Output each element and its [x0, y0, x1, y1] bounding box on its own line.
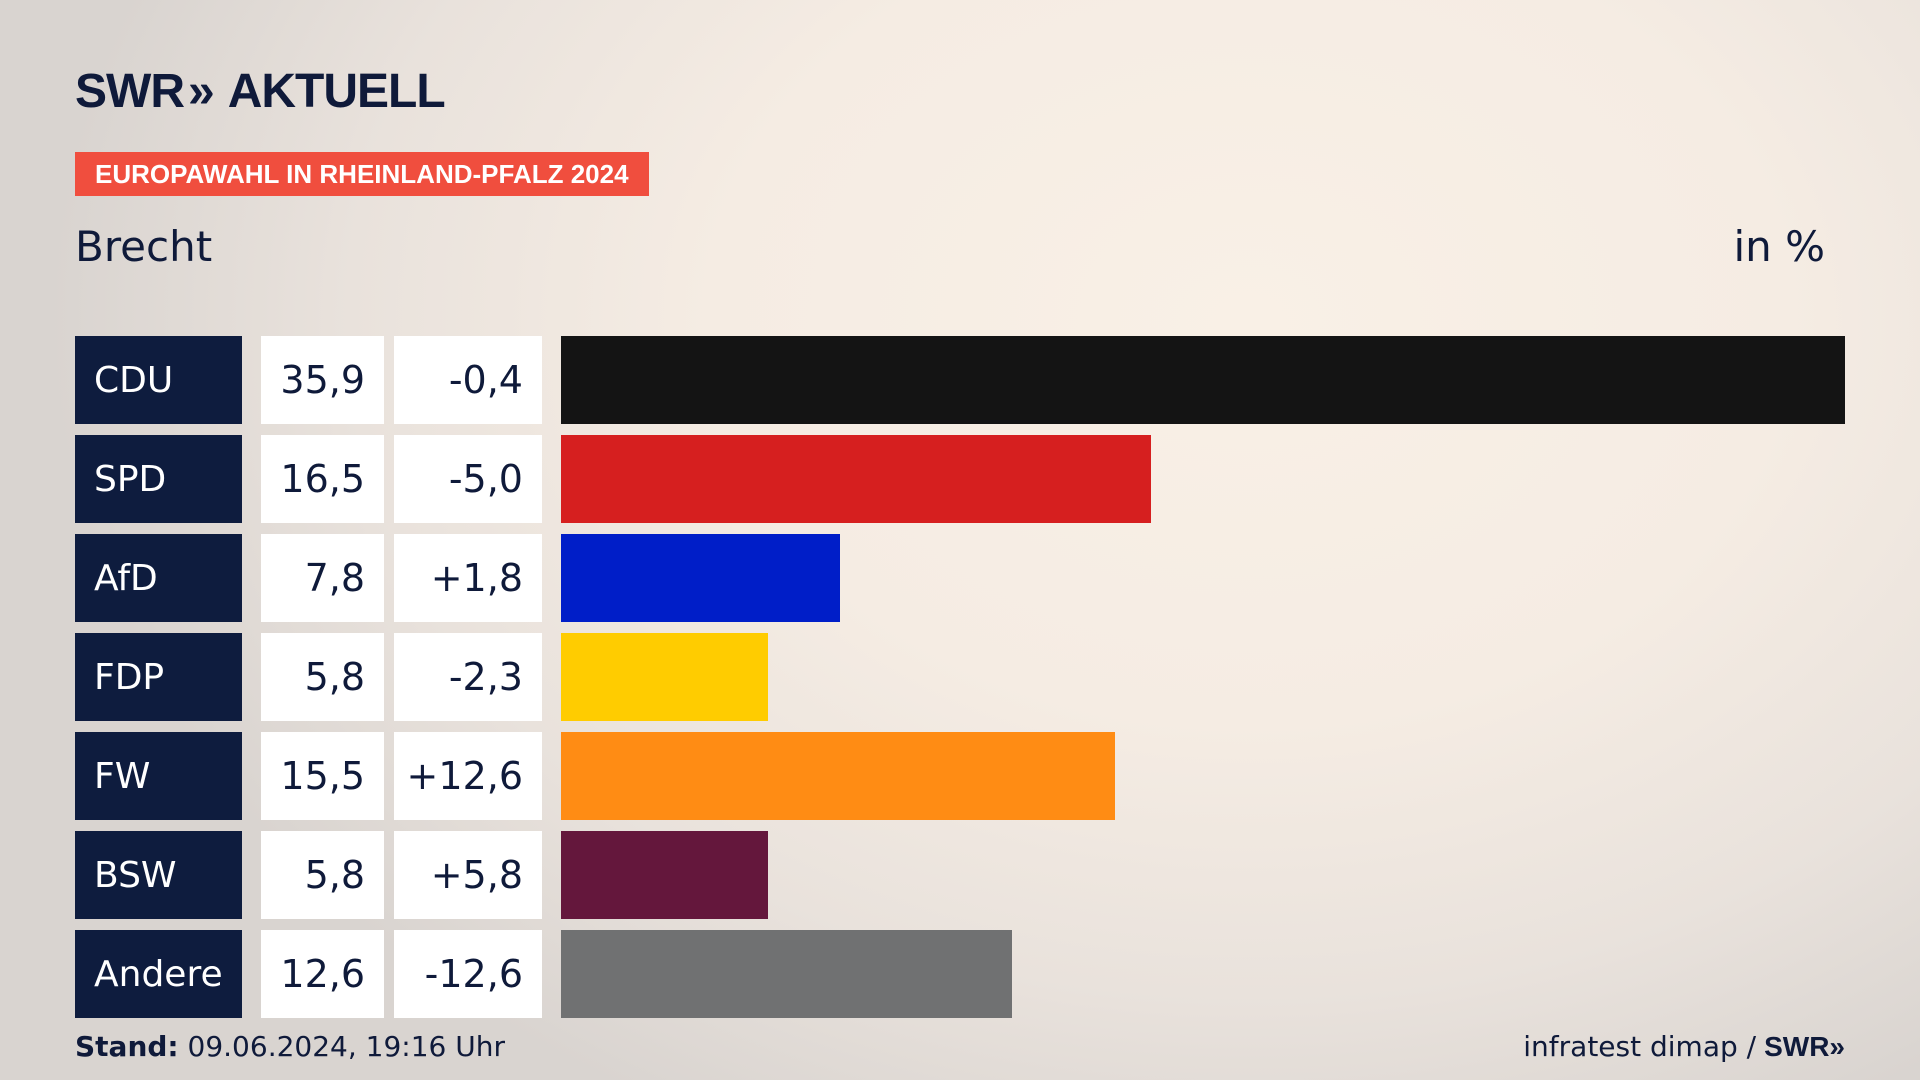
region-title: Brecht — [75, 222, 213, 271]
party-label: AfD — [75, 534, 242, 622]
change-label: -2,3 — [394, 633, 542, 721]
logo-swr: SWR — [75, 64, 185, 118]
change-label: +1,8 — [394, 534, 542, 622]
unit-label: in % — [1733, 222, 1825, 271]
vote-share-label: 15,5 — [261, 732, 384, 820]
source-brand-logo: SWR» — [1764, 1030, 1845, 1062]
bar-afd — [561, 534, 840, 622]
change-label: -5,0 — [394, 435, 542, 523]
logo-aktuell: AKTUELL — [227, 64, 446, 118]
change-label: +12,6 — [394, 732, 542, 820]
bar-bsw — [561, 831, 768, 919]
bar-cdu — [561, 336, 1845, 424]
change-label: -0,4 — [394, 336, 542, 424]
change-label: -12,6 — [394, 930, 542, 1018]
bar-fdp — [561, 633, 768, 721]
bar-fw — [561, 732, 1115, 820]
party-label: FW — [75, 732, 242, 820]
change-label: +5,8 — [394, 831, 542, 919]
timestamp: Stand: 09.06.2024, 19:16 Uhr — [75, 1030, 505, 1063]
bar-andere — [561, 930, 1012, 1018]
source-text: infratest dimap / — [1523, 1030, 1757, 1063]
source-credit: infratest dimap / SWR» — [1523, 1030, 1845, 1063]
vote-share-label: 7,8 — [261, 534, 384, 622]
party-label: FDP — [75, 633, 242, 721]
bar-spd — [561, 435, 1151, 523]
party-label: CDU — [75, 336, 242, 424]
logo-chevron-icon: » — [187, 64, 215, 118]
swr-aktuell-logo: SWR » AKTUELL — [75, 64, 446, 118]
vote-share-label: 5,8 — [261, 633, 384, 721]
vote-share-label: 12,6 — [261, 930, 384, 1018]
vote-share-label: 35,9 — [261, 336, 384, 424]
party-label: BSW — [75, 831, 242, 919]
stand-label: Stand: — [75, 1030, 179, 1063]
vote-share-label: 16,5 — [261, 435, 384, 523]
stand-value: 09.06.2024, 19:16 Uhr — [187, 1030, 505, 1063]
election-badge: EUROPAWAHL IN RHEINLAND-PFALZ 2024 — [75, 152, 649, 196]
party-label: Andere — [75, 930, 242, 1018]
party-label: SPD — [75, 435, 242, 523]
vote-share-label: 5,8 — [261, 831, 384, 919]
